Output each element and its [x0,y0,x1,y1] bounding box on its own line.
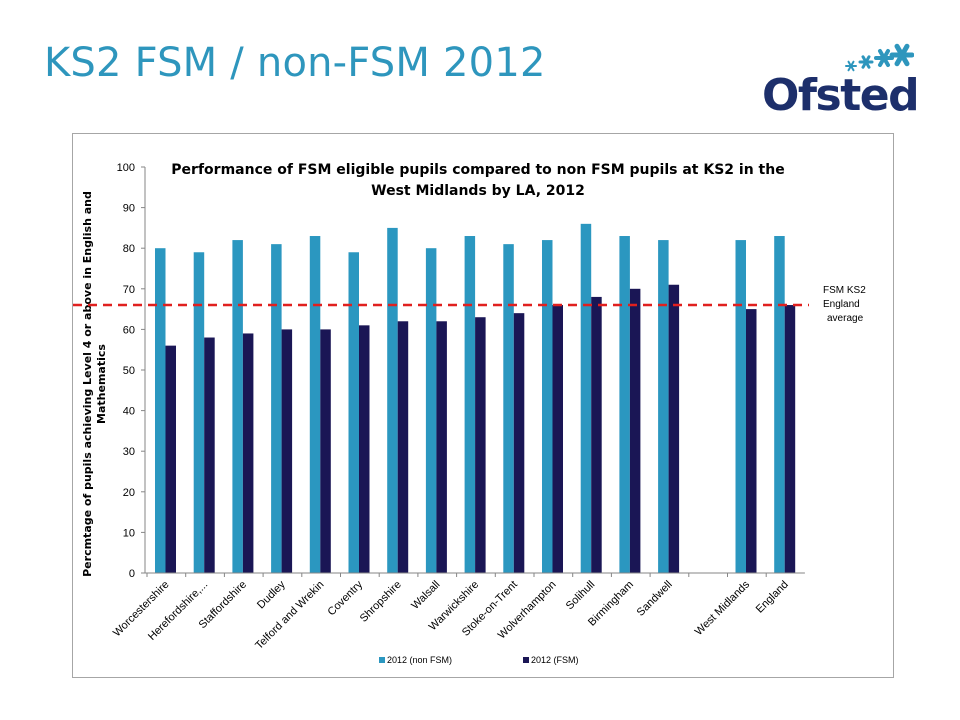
bar-group [155,223,796,573]
y-tick-label: 70 [123,284,135,296]
bar-fsm [784,305,796,573]
y-tick-label: 20 [123,487,135,499]
bar-non-fsm [193,252,205,573]
y-tick-label: 80 [123,243,135,255]
y-tick-label: 90 [123,203,135,215]
y-tick-label: 30 [123,446,135,458]
x-tick-label: Solihull [564,579,598,613]
bar-fsm [552,305,563,573]
x-axis-ticks: WorcestershireHerefordshire,...Staffords… [111,573,791,652]
bar-non-fsm [425,248,437,573]
chart-title-line: Performance of FSM eligible pupils compa… [171,162,784,178]
bar-fsm [165,345,176,573]
bar-fsm [513,313,525,573]
reference-line-label: FSM KS2 [823,285,866,296]
bar-fsm [475,317,486,573]
bar-fsm [668,284,680,573]
x-tick-label: Coventry [326,578,366,618]
legend-label: 2012 (non FSM) [387,655,452,665]
x-tick-label: Walsall [409,579,442,612]
slide-title: KS2 FSM / non-FSM 2012 [44,40,546,86]
bar-non-fsm [542,240,553,573]
logo-wordmark: Ofsted [762,70,920,121]
bar-fsm [281,329,293,573]
y-tick-label: 50 [123,365,135,377]
reference-line-label: England [823,299,860,310]
chart-frame: Performance of FSM eligible pupils compa… [72,133,894,678]
bar-fsm [591,296,602,573]
bar-fsm [204,337,215,573]
bar-non-fsm [309,236,321,573]
bar-non-fsm [387,227,398,573]
bar-fsm [746,309,757,573]
bar-fsm [629,288,641,573]
legend-label: 2012 (FSM) [531,655,579,665]
x-tick-label: England [754,579,791,616]
x-tick-label: Sandwell [635,579,675,619]
bar-non-fsm [774,236,785,573]
bar-non-fsm [503,244,514,573]
y-tick-label: 100 [117,162,135,174]
bar-non-fsm [580,223,592,573]
axes [144,167,805,574]
chart-title-line: West Midlands by LA, 2012 [371,183,585,199]
x-tick-label: West Midlands [693,578,753,638]
bar-fsm [436,321,447,573]
y-tick-label: 10 [123,527,135,539]
x-tick-label: Dudley [255,578,288,611]
y-axis-ticks: 0 10 20 30 40 50 60 70 80 90 100 [117,162,145,580]
bar-non-fsm [735,240,746,573]
bar-non-fsm [232,240,243,573]
y-axis-label-line: Percmtage of pupils achieving Level 4 or… [81,191,94,577]
reference-line-group: FSM KS2 England average [73,285,866,324]
y-tick-label: 0 [129,568,135,580]
bar-non-fsm [619,236,630,573]
chart-svg: Performance of FSM eligible pupils compa… [73,162,866,665]
y-tick-label: 60 [123,324,135,336]
bar-non-fsm [155,248,166,573]
ofsted-logo: Ofsted [762,42,920,124]
y-tick-label: 40 [123,406,135,418]
x-tick-label: Shropshire [358,579,404,625]
legend-swatch [379,657,385,663]
bar-non-fsm [658,240,669,573]
bar-non-fsm [271,244,282,573]
chart-title: Performance of FSM eligible pupils compa… [171,162,784,199]
bar-fsm [320,329,331,573]
legend-swatch [523,657,529,663]
legend: 2012 (non FSM) 2012 (FSM) [379,655,579,665]
reference-line-label: average [827,313,864,324]
logo-stars-icon [845,43,914,72]
bar-non-fsm [348,252,359,573]
bar-non-fsm [464,236,476,573]
bar-fsm [242,333,254,573]
x-tick-label: Telford and Wrekin [253,579,326,652]
bar-fsm [397,321,409,573]
y-axis-label: Percmtage of pupils achieving Level 4 or… [81,191,108,577]
y-axis-label-line: Mathematics [95,344,108,424]
bar-fsm [359,325,370,573]
